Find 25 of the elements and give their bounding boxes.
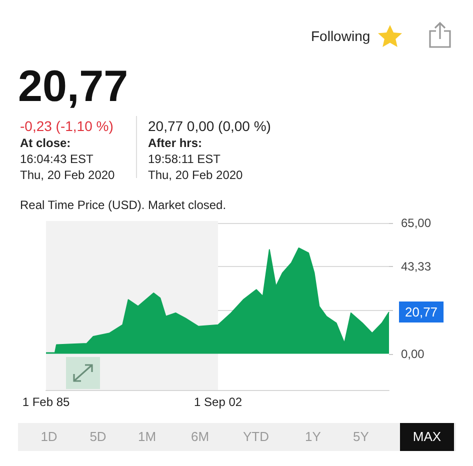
- text: 1M: [136, 428, 158, 446]
- text: 5D: [88, 428, 108, 446]
- y-tick-label: 65,00: [401, 216, 432, 230]
- text: At close:: [20, 136, 71, 150]
- text: -0,23 (-1,10 %): [20, 118, 114, 134]
- text: Thu, 20 Feb 2020: [148, 168, 243, 182]
- text: 19:58:11 EST: [148, 152, 220, 166]
- text: After hrs:: [148, 136, 202, 150]
- data-label: 20,77: [405, 304, 438, 320]
- text: MAX: [400, 423, 454, 451]
- text: 20,77: [18, 62, 128, 112]
- text: YTD: [242, 428, 270, 446]
- text: 5Y: [352, 428, 370, 446]
- text: Real Time Price (USD). Market closed.: [20, 198, 226, 212]
- text: 16:04:43 EST: [20, 152, 94, 166]
- x-tick-label: 1 Sep 02: [194, 395, 242, 409]
- text: Thu, 20 Feb 2020: [20, 168, 115, 182]
- text: 1D: [40, 428, 58, 446]
- text: 6M: [190, 428, 210, 446]
- text: 1Y: [304, 428, 322, 446]
- x-tick-label: 1 Feb 85: [22, 395, 70, 409]
- y-tick-label: 0,00: [401, 346, 425, 361]
- y-tick-label: 43,33: [401, 260, 432, 274]
- text: 20,77 0,00 (0,00 %): [148, 118, 271, 134]
- text: Following: [311, 28, 370, 44]
